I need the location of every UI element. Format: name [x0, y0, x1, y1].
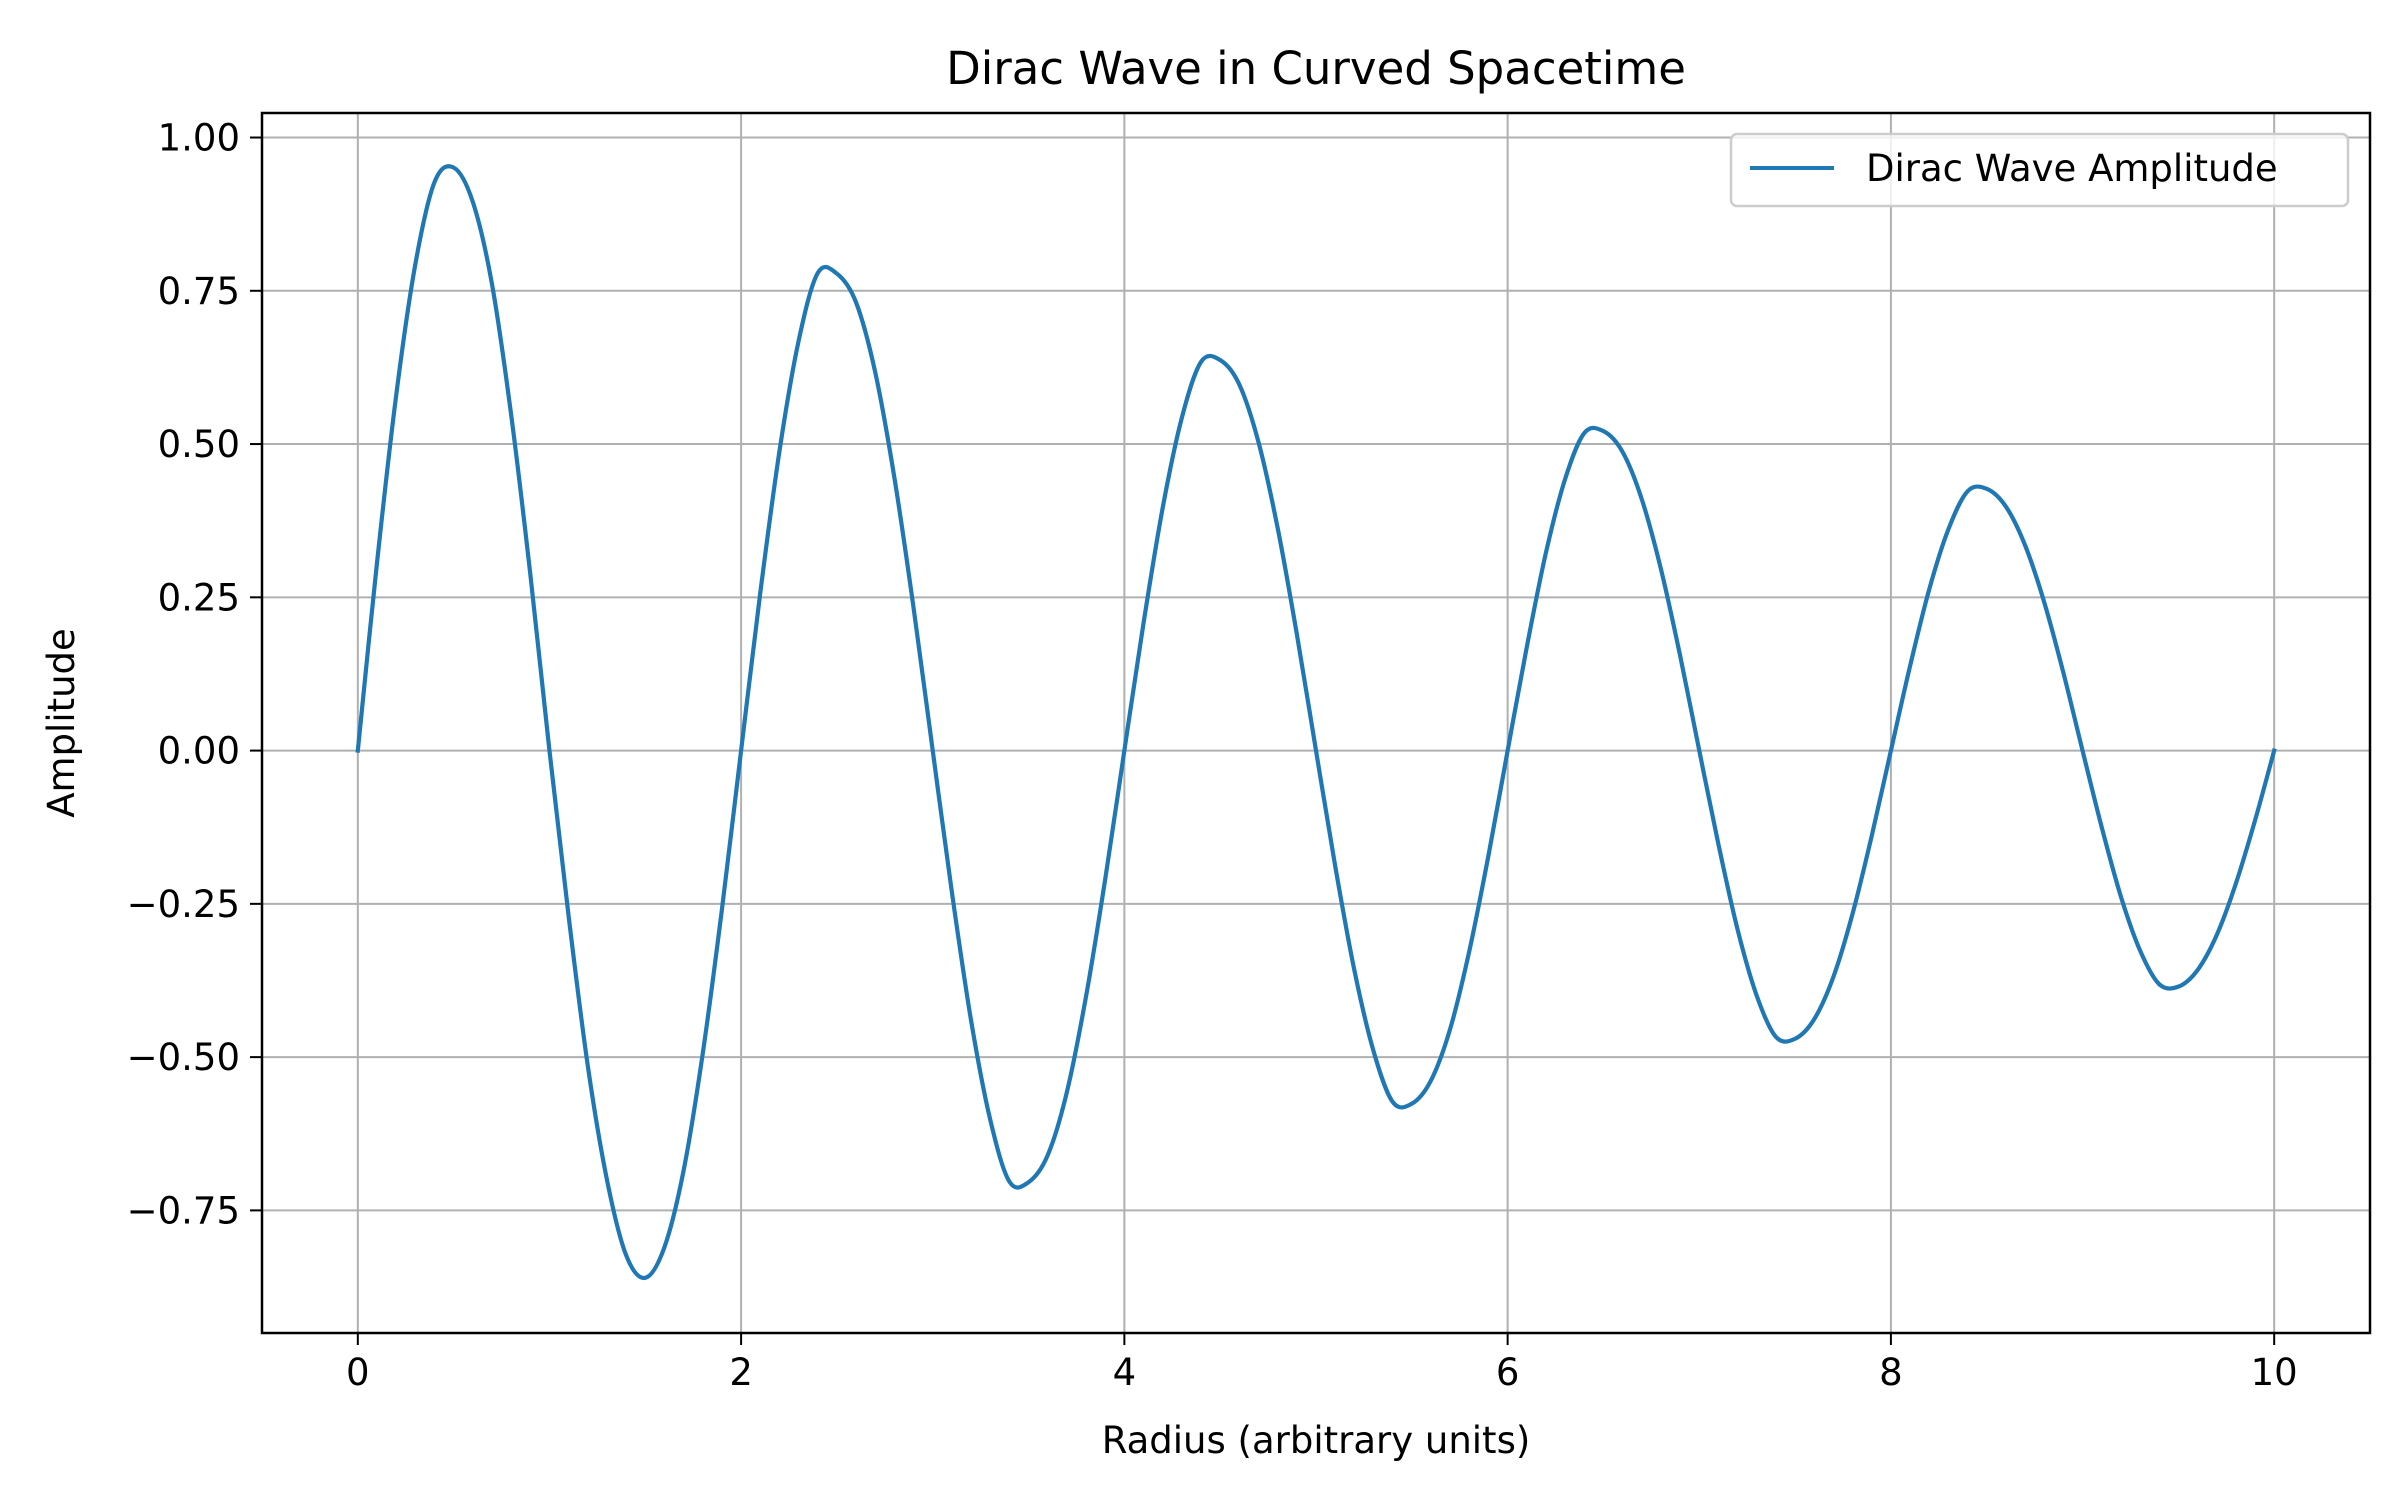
x-tick-label: 10 [2251, 1351, 2298, 1394]
legend: Dirac Wave Amplitude [1729, 132, 2350, 208]
y-tick-label: 0.25 [158, 576, 240, 619]
y-tick-label: −0.50 [127, 1036, 240, 1079]
series-line-dirac-wave [355, 164, 2277, 1280]
x-tick-label: 8 [1879, 1351, 1903, 1394]
x-tick-label: 0 [346, 1351, 370, 1394]
axis-ticks: 0 2 4 6 8 10 1.00 0.75 0.50 0.25 0.00 −0.25 −0.50 −0.… [127, 117, 2298, 1394]
x-tick-label: 2 [729, 1351, 753, 1394]
y-tick-label: −0.25 [127, 883, 240, 926]
y-tick-label: 0.75 [158, 270, 240, 313]
x-tick-label: 4 [1113, 1351, 1137, 1394]
series-layer [355, 164, 2277, 1280]
legend-label-dirac-wave: Dirac Wave Amplitude [1866, 147, 2278, 190]
y-tick-label: 0.00 [158, 730, 240, 773]
y-tick-label: 0.50 [158, 423, 240, 466]
plot-area-frame [260, 111, 2372, 1335]
y-tick-label: −0.75 [127, 1189, 240, 1232]
y-axis-label: Amplitude [40, 628, 83, 818]
legend-box [1729, 132, 2350, 208]
y-tick-label: 1.00 [158, 117, 240, 160]
x-axis-label: Radius (arbitrary units) [1102, 1419, 1531, 1462]
chart-title: Dirac Wave in Curved Spacetime [946, 42, 1686, 95]
x-tick-label: 6 [1496, 1351, 1520, 1394]
